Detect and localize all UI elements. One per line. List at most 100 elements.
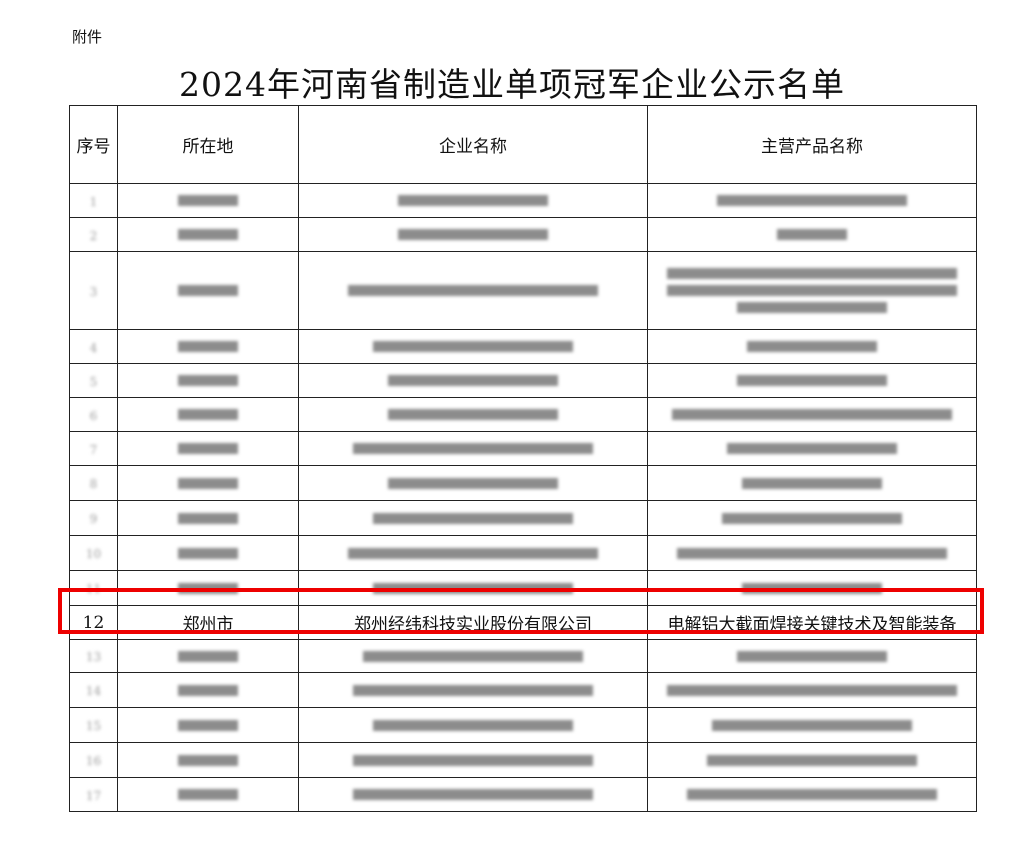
row-number-text: 10 xyxy=(85,547,102,561)
row-company xyxy=(298,397,648,432)
redacted-text xyxy=(687,789,937,800)
redacted-text xyxy=(178,409,238,420)
redacted-text xyxy=(178,195,238,206)
row-company xyxy=(298,500,648,536)
row-number: 14 xyxy=(69,672,118,708)
redacted-text xyxy=(672,409,952,420)
redacted-text xyxy=(363,650,583,662)
row-number-text: 6 xyxy=(89,408,98,423)
row-number-text: 5 xyxy=(89,374,98,389)
redacted-text xyxy=(727,443,897,454)
row-product xyxy=(647,397,977,432)
redacted-text xyxy=(178,375,238,386)
attachment-label: 附件 xyxy=(72,28,103,46)
redacted-text xyxy=(178,229,238,240)
redacted-text xyxy=(353,443,593,454)
row-number-text: 4 xyxy=(89,340,98,355)
redacted-text xyxy=(717,195,907,206)
row-product xyxy=(647,777,977,812)
row-location xyxy=(117,465,299,501)
row-company xyxy=(298,217,648,252)
row-company xyxy=(298,535,648,571)
row-number-text: 2 xyxy=(89,228,98,243)
row-product xyxy=(647,639,977,673)
redacted-text xyxy=(707,754,917,766)
redacted-text xyxy=(178,512,238,524)
redacted-text xyxy=(712,719,912,731)
row-location xyxy=(117,672,299,708)
redacted-text xyxy=(178,789,238,800)
row-location xyxy=(117,251,299,330)
row-company xyxy=(298,329,648,364)
row-product xyxy=(647,465,977,501)
row-company xyxy=(298,465,648,501)
table-row-blurred: 10 xyxy=(69,535,977,571)
row-product xyxy=(647,742,977,778)
redacted-text xyxy=(348,285,598,296)
redacted-text xyxy=(178,650,238,662)
row-number: 6 xyxy=(69,397,118,432)
redacted-text xyxy=(677,547,947,559)
row-number-text: 15 xyxy=(85,719,102,733)
row-product xyxy=(647,707,977,743)
row-number-text: 16 xyxy=(85,754,102,768)
row-number-text: 9 xyxy=(89,512,98,526)
table-row-blurred: 3 xyxy=(69,251,977,330)
redacted-text xyxy=(722,512,902,524)
redacted-text xyxy=(742,477,882,489)
row-number-text: 8 xyxy=(89,477,98,491)
redacted-text xyxy=(373,512,573,524)
redacted-text xyxy=(178,341,238,352)
row-number: 16 xyxy=(69,742,118,778)
row-company xyxy=(298,363,648,398)
header-product: 主营产品名称 xyxy=(647,105,977,184)
table-row-blurred: 14 xyxy=(69,672,977,708)
row-location xyxy=(117,397,299,432)
row-product xyxy=(647,431,977,466)
redacted-text xyxy=(388,375,558,386)
row-company xyxy=(298,777,648,812)
redacted-text xyxy=(667,285,957,296)
redacted-text xyxy=(353,754,593,766)
row-company xyxy=(298,251,648,330)
redacted-text xyxy=(178,477,238,489)
row-number: 3 xyxy=(69,251,118,330)
row-location xyxy=(117,707,299,743)
row-company xyxy=(298,672,648,708)
redacted-text xyxy=(353,684,593,696)
row-number-text: 14 xyxy=(85,684,102,698)
row-location xyxy=(117,639,299,673)
row-company xyxy=(298,707,648,743)
redacted-text xyxy=(178,684,238,696)
row-number: 4 xyxy=(69,329,118,364)
row-number: 9 xyxy=(69,500,118,536)
table-row-blurred: 16 xyxy=(69,742,977,778)
redacted-text xyxy=(398,195,548,206)
row-number: 7 xyxy=(69,431,118,466)
table-row-blurred: 9 xyxy=(69,500,977,536)
redacted-text xyxy=(373,719,573,731)
redacted-text xyxy=(178,547,238,559)
header-index: 序号 xyxy=(69,105,118,184)
redacted-text xyxy=(178,754,238,766)
row-number-text: 13 xyxy=(85,650,102,664)
redacted-text xyxy=(178,443,238,454)
row-product xyxy=(647,500,977,536)
row-location xyxy=(117,183,299,218)
redacted-text xyxy=(178,285,238,296)
row-number-text: 1 xyxy=(89,194,98,209)
table-header-row: 序号 所在地 企业名称 主营产品名称 xyxy=(69,105,977,184)
redacted-text xyxy=(348,547,598,559)
redacted-text xyxy=(667,268,957,279)
row-location xyxy=(117,535,299,571)
redacted-text xyxy=(178,719,238,731)
redacted-text xyxy=(373,341,573,352)
row-product xyxy=(647,329,977,364)
row-product xyxy=(647,183,977,218)
table-row-blurred: 2 xyxy=(69,217,977,252)
header-company: 企业名称 xyxy=(298,105,648,184)
row-number: 15 xyxy=(69,707,118,743)
row-location xyxy=(117,363,299,398)
table-row-blurred: 6 xyxy=(69,397,977,432)
redacted-text xyxy=(353,789,593,800)
